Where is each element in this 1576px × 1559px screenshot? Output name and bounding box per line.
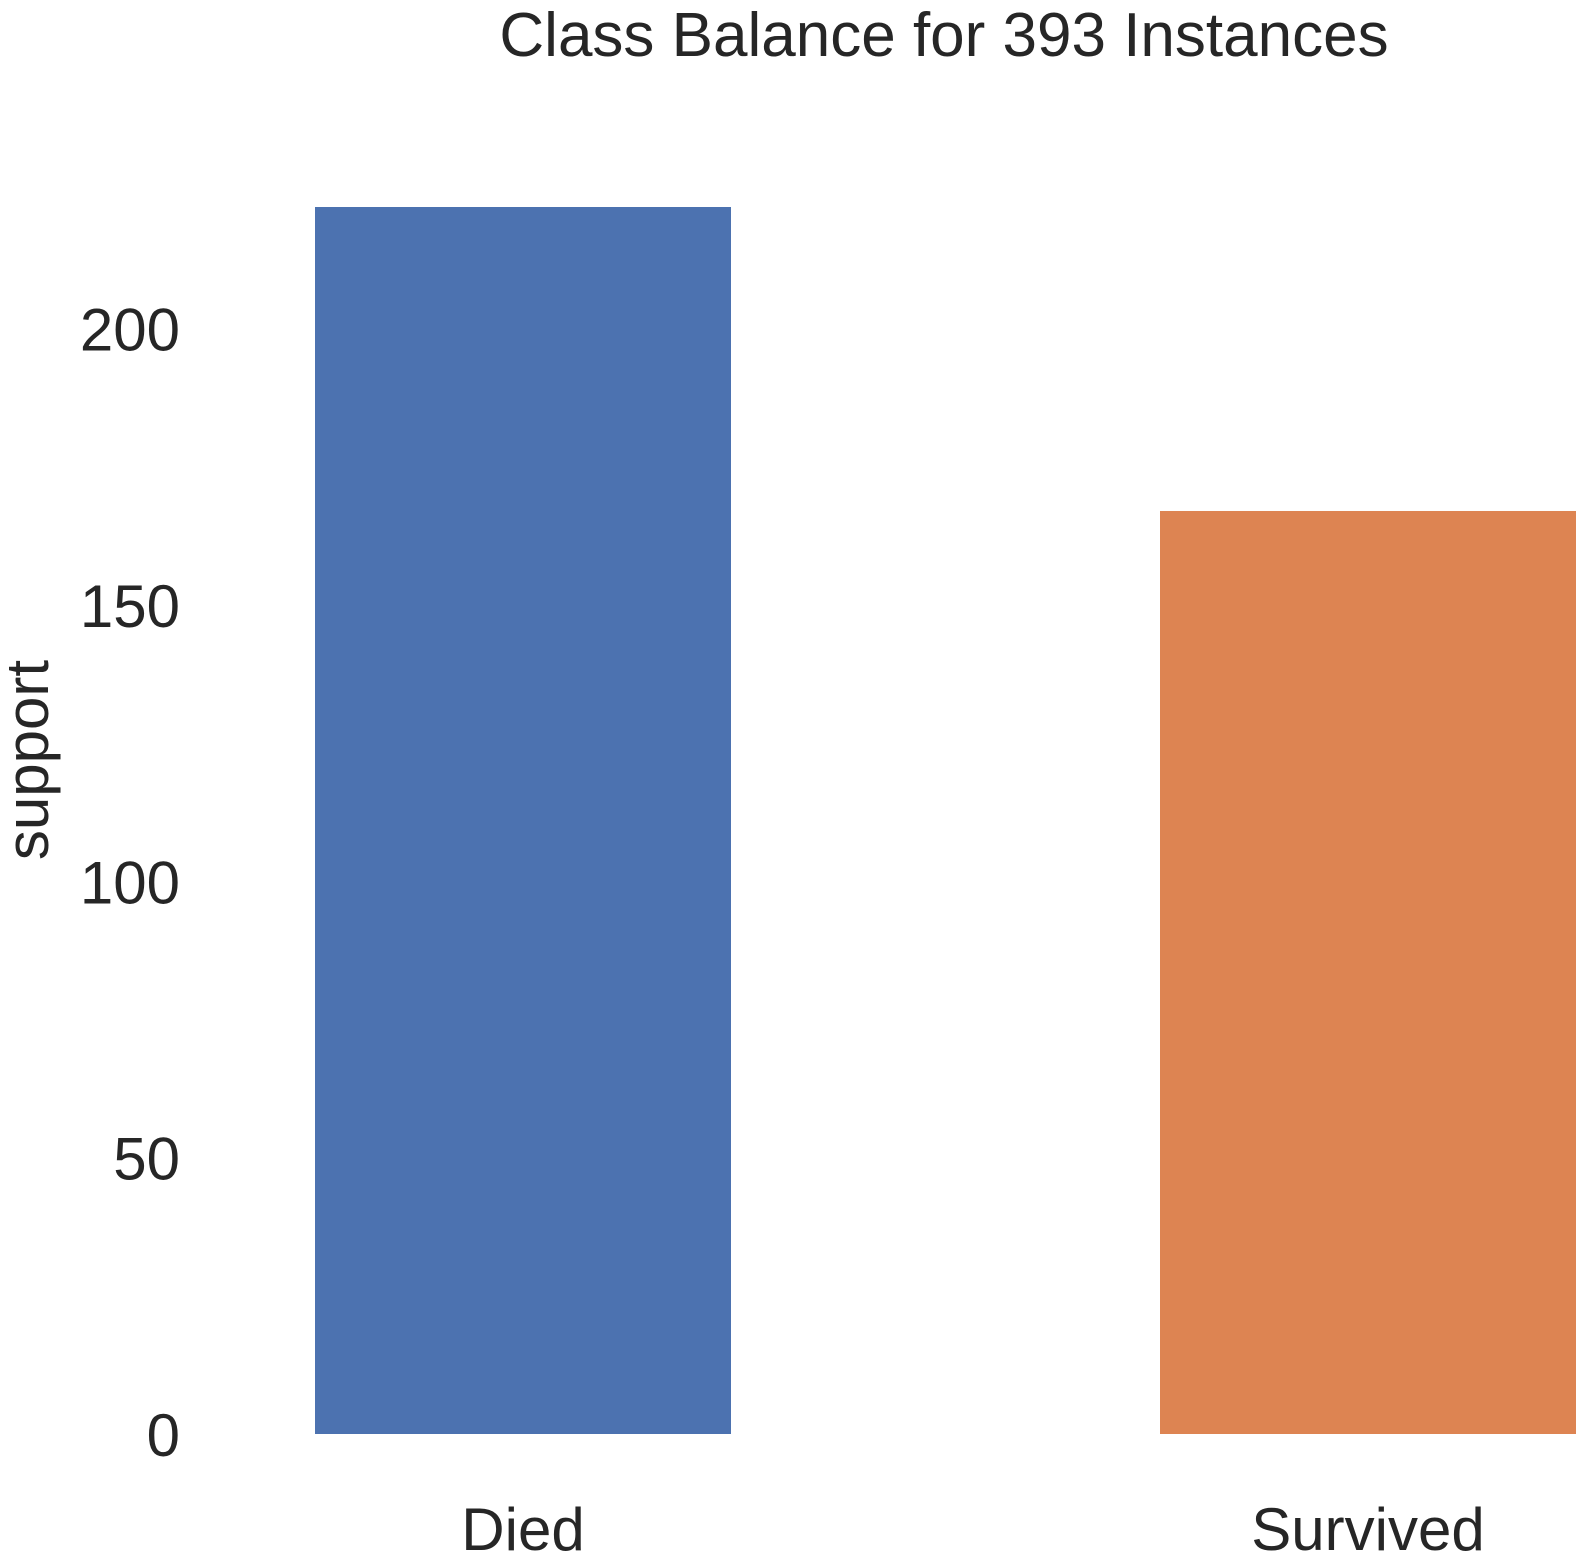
bar-died xyxy=(315,207,731,1434)
y-tick-label: 150 xyxy=(80,573,180,640)
x-axis-ticks: Died Survived xyxy=(461,1496,1484,1559)
y-tick-label: 200 xyxy=(80,297,180,364)
bar-survived xyxy=(1160,510,1576,1435)
y-tick-label: 0 xyxy=(147,1402,180,1469)
chart-title: Class Balance for 393 Instances xyxy=(499,1,1388,70)
y-tick-label: 100 xyxy=(80,849,180,916)
y-axis-label: support xyxy=(0,660,61,860)
bars-layer xyxy=(315,207,1576,1435)
y-axis-ticks: 0 50 100 150 200 xyxy=(80,297,180,1469)
y-tick-label: 50 xyxy=(113,1126,180,1193)
x-tick-label-survived: Survived xyxy=(1251,1496,1484,1559)
x-tick-label-died: Died xyxy=(461,1496,584,1559)
